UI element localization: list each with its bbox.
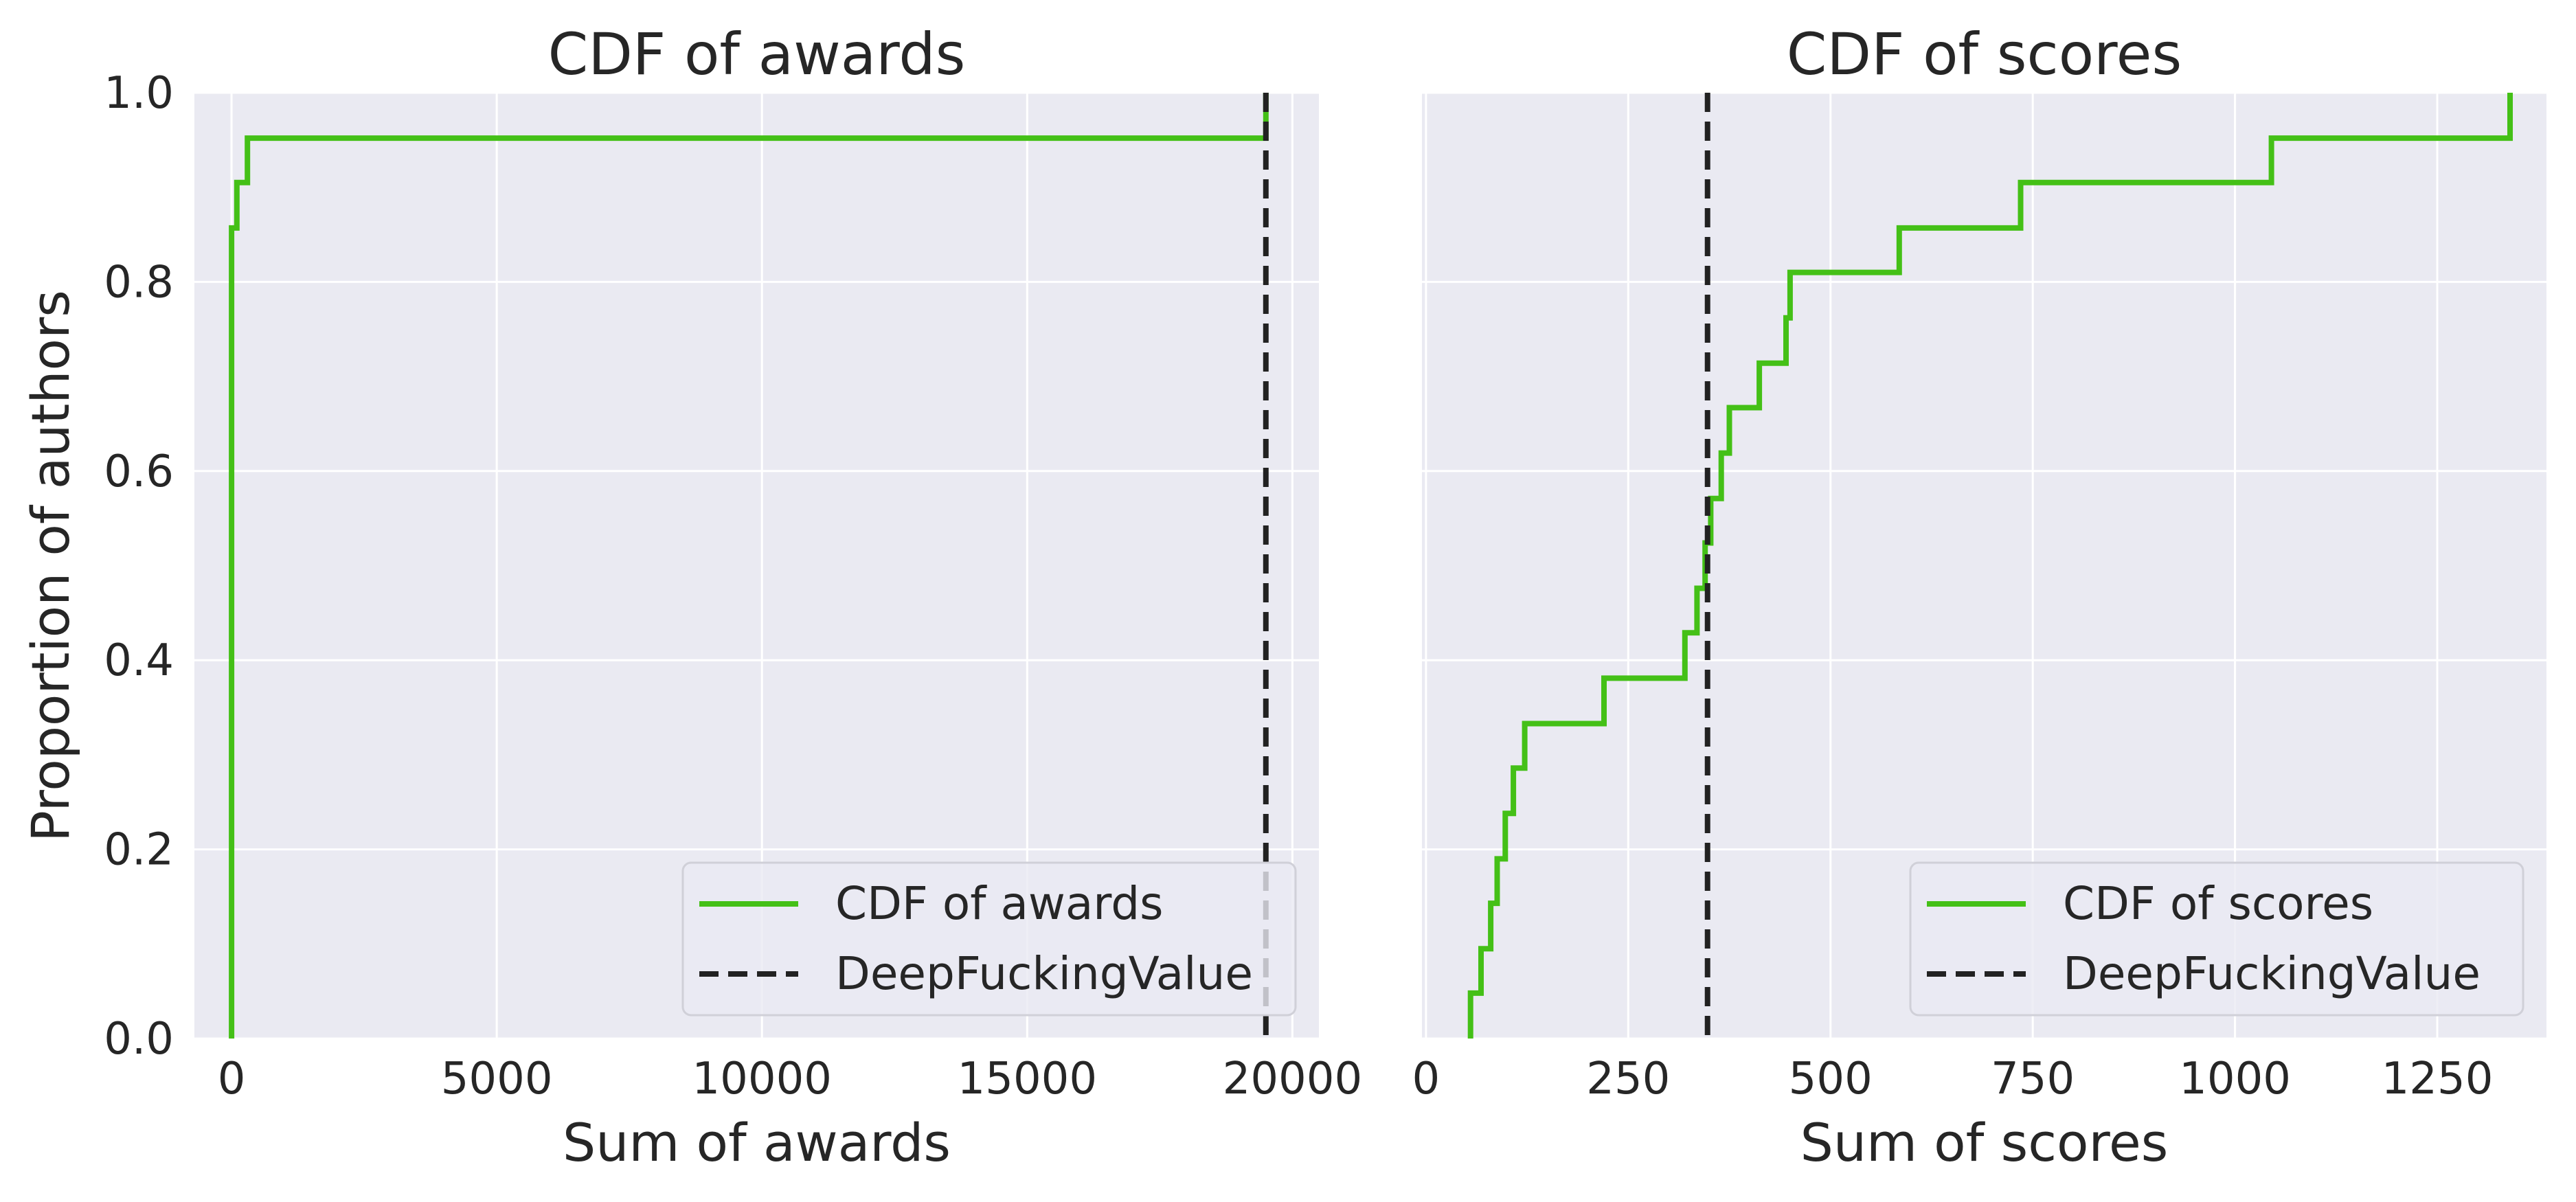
legend-box-0 <box>681 861 1297 1017</box>
y-tick-label-1: 0.2 <box>104 825 174 876</box>
legend-label-reference-1: DeepFuckingValue <box>2063 947 2481 1000</box>
chart-title-1: CDF of scores <box>1787 21 2182 88</box>
x-tick-label-1-1: 250 <box>1586 1054 1670 1104</box>
chart-title-0: CDF of awards <box>548 21 966 88</box>
x-tick-label-0-4: 20000 <box>1223 1054 1363 1104</box>
y-tick-label-5: 1.0 <box>104 68 174 119</box>
x-tick-label-0-0: 0 <box>218 1054 246 1104</box>
cdf-series-line-0 <box>229 93 1269 1039</box>
legend-box-1 <box>1909 861 2524 1017</box>
x-axis-label-0: Sum of awards <box>563 1112 951 1173</box>
x-tick-label-1-4: 1000 <box>2179 1054 2291 1104</box>
x-tick-label-1-0: 0 <box>1412 1054 1440 1104</box>
x-tick-label-0-2: 10000 <box>692 1054 832 1104</box>
y-tick-label-0: 0.0 <box>104 1014 174 1065</box>
x-tick-label-0-1: 5000 <box>441 1054 553 1104</box>
x-tick-label-0-3: 15000 <box>958 1054 1098 1104</box>
y-tick-label-3: 0.6 <box>104 446 174 497</box>
x-tick-label-1-3: 750 <box>1991 1054 2075 1104</box>
y-axis-label: Proportion of authors <box>20 290 81 842</box>
legend-label-cdf-1: CDF of scores <box>2063 877 2373 930</box>
x-axis-label-1: Sum of scores <box>1800 1112 2169 1173</box>
y-tick-label-4: 0.8 <box>104 257 174 308</box>
x-tick-label-1-5: 1250 <box>2382 1054 2494 1104</box>
legend-label-reference-0: DeepFuckingValue <box>835 947 1253 1000</box>
x-tick-label-1-2: 500 <box>1789 1054 1873 1104</box>
legend-label-cdf-0: CDF of awards <box>835 877 1164 930</box>
y-tick-label-2: 0.4 <box>104 635 174 686</box>
